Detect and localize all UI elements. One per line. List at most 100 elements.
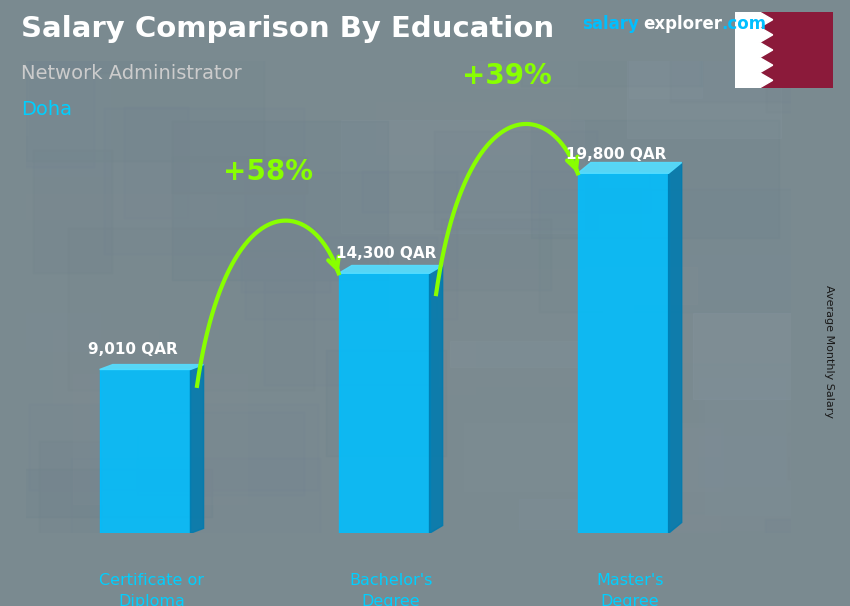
Bar xyxy=(826,0,850,88)
Bar xyxy=(26,0,264,161)
Bar xyxy=(0,194,216,219)
Text: 14,300 QAR: 14,300 QAR xyxy=(337,247,437,262)
Bar xyxy=(608,345,679,500)
Bar xyxy=(651,436,819,530)
Bar xyxy=(173,157,308,193)
Bar xyxy=(700,22,842,86)
Bar xyxy=(0,201,105,239)
Bar xyxy=(264,238,437,385)
Bar xyxy=(441,219,551,290)
Bar xyxy=(68,228,314,390)
Bar xyxy=(119,296,357,435)
Bar xyxy=(241,250,330,292)
Bar xyxy=(341,119,584,233)
Text: Average Monthly Salary: Average Monthly Salary xyxy=(824,285,834,418)
Bar xyxy=(0,29,173,73)
Bar xyxy=(71,458,320,576)
Bar xyxy=(653,428,721,570)
Bar xyxy=(376,102,570,154)
Polygon shape xyxy=(760,58,773,73)
Bar xyxy=(626,26,781,138)
Bar xyxy=(829,0,850,22)
Bar xyxy=(237,258,377,379)
Text: Network Administrator: Network Administrator xyxy=(21,64,242,82)
Bar xyxy=(766,37,850,112)
Bar xyxy=(816,0,850,18)
Bar xyxy=(522,0,702,86)
Polygon shape xyxy=(99,370,190,533)
Bar xyxy=(0,43,110,176)
Polygon shape xyxy=(338,273,429,533)
Bar xyxy=(362,171,649,212)
Bar xyxy=(518,499,668,528)
Bar xyxy=(38,441,101,567)
Polygon shape xyxy=(760,42,773,58)
Text: +39%: +39% xyxy=(462,62,552,90)
Polygon shape xyxy=(669,162,682,533)
Bar xyxy=(765,519,850,563)
Bar xyxy=(475,0,577,88)
Bar xyxy=(670,0,850,102)
Bar xyxy=(0,0,144,72)
Polygon shape xyxy=(99,365,204,370)
Bar xyxy=(245,172,457,319)
Bar xyxy=(450,341,647,367)
Bar xyxy=(29,404,318,490)
Polygon shape xyxy=(429,265,443,533)
Bar xyxy=(0,50,94,167)
Text: salary: salary xyxy=(582,15,639,33)
Bar xyxy=(705,397,850,515)
Polygon shape xyxy=(578,162,682,173)
Bar xyxy=(649,255,840,299)
Bar xyxy=(385,376,673,423)
Text: 9,010 QAR: 9,010 QAR xyxy=(88,342,178,357)
Bar xyxy=(434,131,598,229)
Bar xyxy=(0,313,100,351)
Bar xyxy=(388,269,633,387)
Bar xyxy=(630,10,702,98)
Bar xyxy=(604,310,828,456)
Bar xyxy=(760,12,833,88)
Bar xyxy=(16,469,212,517)
Text: Doha: Doha xyxy=(21,100,72,119)
Bar xyxy=(530,121,779,238)
Bar xyxy=(124,107,188,218)
Bar xyxy=(326,350,446,456)
Bar xyxy=(649,364,850,513)
Polygon shape xyxy=(578,173,669,533)
Polygon shape xyxy=(338,265,443,273)
Text: Master's
Degree: Master's Degree xyxy=(596,573,664,606)
Bar xyxy=(669,0,850,10)
Bar xyxy=(539,189,800,312)
Polygon shape xyxy=(760,73,773,88)
Text: .com: .com xyxy=(721,15,766,33)
Bar xyxy=(792,368,850,519)
Text: Salary Comparison By Education: Salary Comparison By Education xyxy=(21,15,554,43)
Bar xyxy=(172,121,388,281)
Bar xyxy=(794,98,850,185)
Bar xyxy=(694,313,850,399)
Bar xyxy=(241,2,496,71)
Bar xyxy=(838,0,850,32)
Bar xyxy=(422,0,670,5)
Text: Certificate or
Diploma: Certificate or Diploma xyxy=(99,573,204,606)
Bar xyxy=(104,108,304,255)
Polygon shape xyxy=(760,27,773,42)
Bar xyxy=(384,0,546,53)
Bar xyxy=(0,0,80,18)
Bar xyxy=(721,373,775,437)
Bar xyxy=(0,0,28,135)
Text: 19,800 QAR: 19,800 QAR xyxy=(566,147,666,162)
Bar xyxy=(643,188,850,311)
Bar xyxy=(33,150,112,273)
Bar xyxy=(428,308,475,394)
Bar xyxy=(735,12,760,88)
Text: explorer: explorer xyxy=(643,15,722,33)
Polygon shape xyxy=(190,365,204,533)
Bar xyxy=(53,330,158,435)
Bar xyxy=(138,412,303,494)
Text: +58%: +58% xyxy=(223,159,313,187)
Bar xyxy=(463,423,722,491)
Bar xyxy=(699,378,785,487)
Bar xyxy=(586,267,697,304)
